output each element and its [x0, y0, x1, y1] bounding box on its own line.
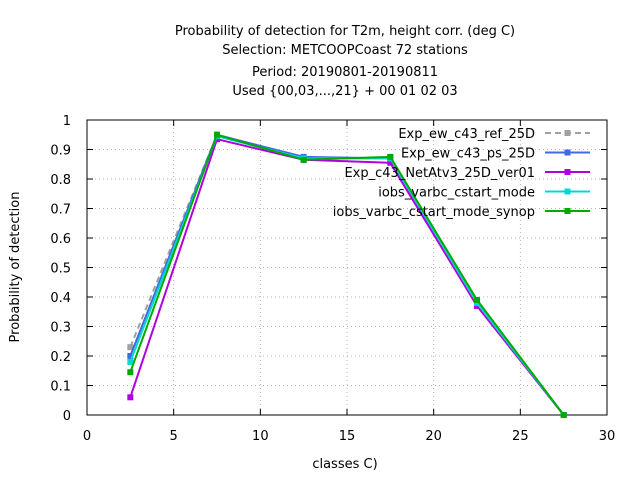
- x-axis-label: classes C): [312, 457, 377, 472]
- x-tick-label: 30: [599, 429, 616, 444]
- title-line-3: Period: 20190801-20190811: [252, 65, 438, 80]
- series-line: [129, 138, 565, 416]
- y-tick-label: 1: [63, 114, 71, 129]
- y-tick-label: 0.1: [50, 380, 71, 395]
- x-tick-label: 10: [252, 429, 269, 444]
- data-point: [214, 131, 220, 138]
- legend-marker: [564, 208, 571, 214]
- grid: [87, 120, 607, 415]
- y-tick-label: 0.2: [50, 350, 71, 365]
- data-point: [387, 159, 394, 166]
- x-tick-label: 20: [425, 429, 442, 444]
- data-point: [300, 156, 307, 163]
- x-tick-label: 15: [339, 429, 356, 444]
- x-tick-label: 0: [83, 429, 91, 444]
- legend-marker: [564, 188, 571, 195]
- data-point: [387, 153, 394, 160]
- data-point: [127, 369, 134, 376]
- title-line-4: Used {00,03,...,21} + 00 01 02 03: [232, 84, 457, 99]
- legend-marker: [564, 130, 571, 136]
- y-tick-label: 0.5: [50, 262, 71, 277]
- data-point: [127, 344, 134, 351]
- y-axis-ticks: 0 0.1 0.2 0.3 0.4 0.5 0.6 0.7 0.8 0.9 1: [50, 114, 607, 424]
- legend-marker: [564, 149, 571, 156]
- x-tick-label: 25: [512, 429, 529, 444]
- title-line-2: Selection: METCOOPCoast 72 stations: [222, 43, 468, 58]
- y-tick-label: 0.9: [50, 144, 71, 159]
- x-axis-ticks: 0 5 10 15 20 25 30: [83, 120, 615, 444]
- data-point: [474, 296, 480, 303]
- data-point: [127, 353, 134, 359]
- series-line: [129, 133, 565, 416]
- y-axis-label: Probability of detection: [8, 192, 23, 343]
- title-line-1: Probability of detection for T2m, height…: [175, 24, 515, 39]
- data-point: [127, 394, 134, 401]
- legend-marker: [564, 169, 571, 175]
- x-tick-label: 5: [170, 429, 178, 444]
- legend-label: iobs_varbc_cstart_mode: [378, 186, 535, 201]
- y-tick-label: 0.7: [50, 203, 71, 218]
- data-point: [560, 412, 567, 418]
- y-tick-label: 0.6: [50, 232, 71, 247]
- y-tick-label: 0.3: [50, 321, 71, 336]
- y-tick-label: 0.8: [50, 173, 71, 188]
- y-tick-label: 0.4: [50, 291, 71, 306]
- legend: Exp_ew_c43_ref_25D Exp_ew_c43_ps_25D Exp_c…: [333, 127, 590, 220]
- data-point: [127, 358, 134, 365]
- chart-title: Probability of detection for T2m, height…: [175, 24, 515, 99]
- series-5: [127, 131, 567, 418]
- legend-label: iobs_varbc_cstart_mode_synop: [333, 205, 535, 220]
- legend-label: Exp_ew_c43_ref_25D: [398, 127, 535, 142]
- series-group: [127, 131, 567, 418]
- legend-label: Exp_ew_c43_ps_25D: [401, 147, 535, 162]
- y-tick-label: 0: [63, 409, 71, 424]
- legend-label: Exp_c43_NetAtv3_25D_ver01: [344, 166, 535, 181]
